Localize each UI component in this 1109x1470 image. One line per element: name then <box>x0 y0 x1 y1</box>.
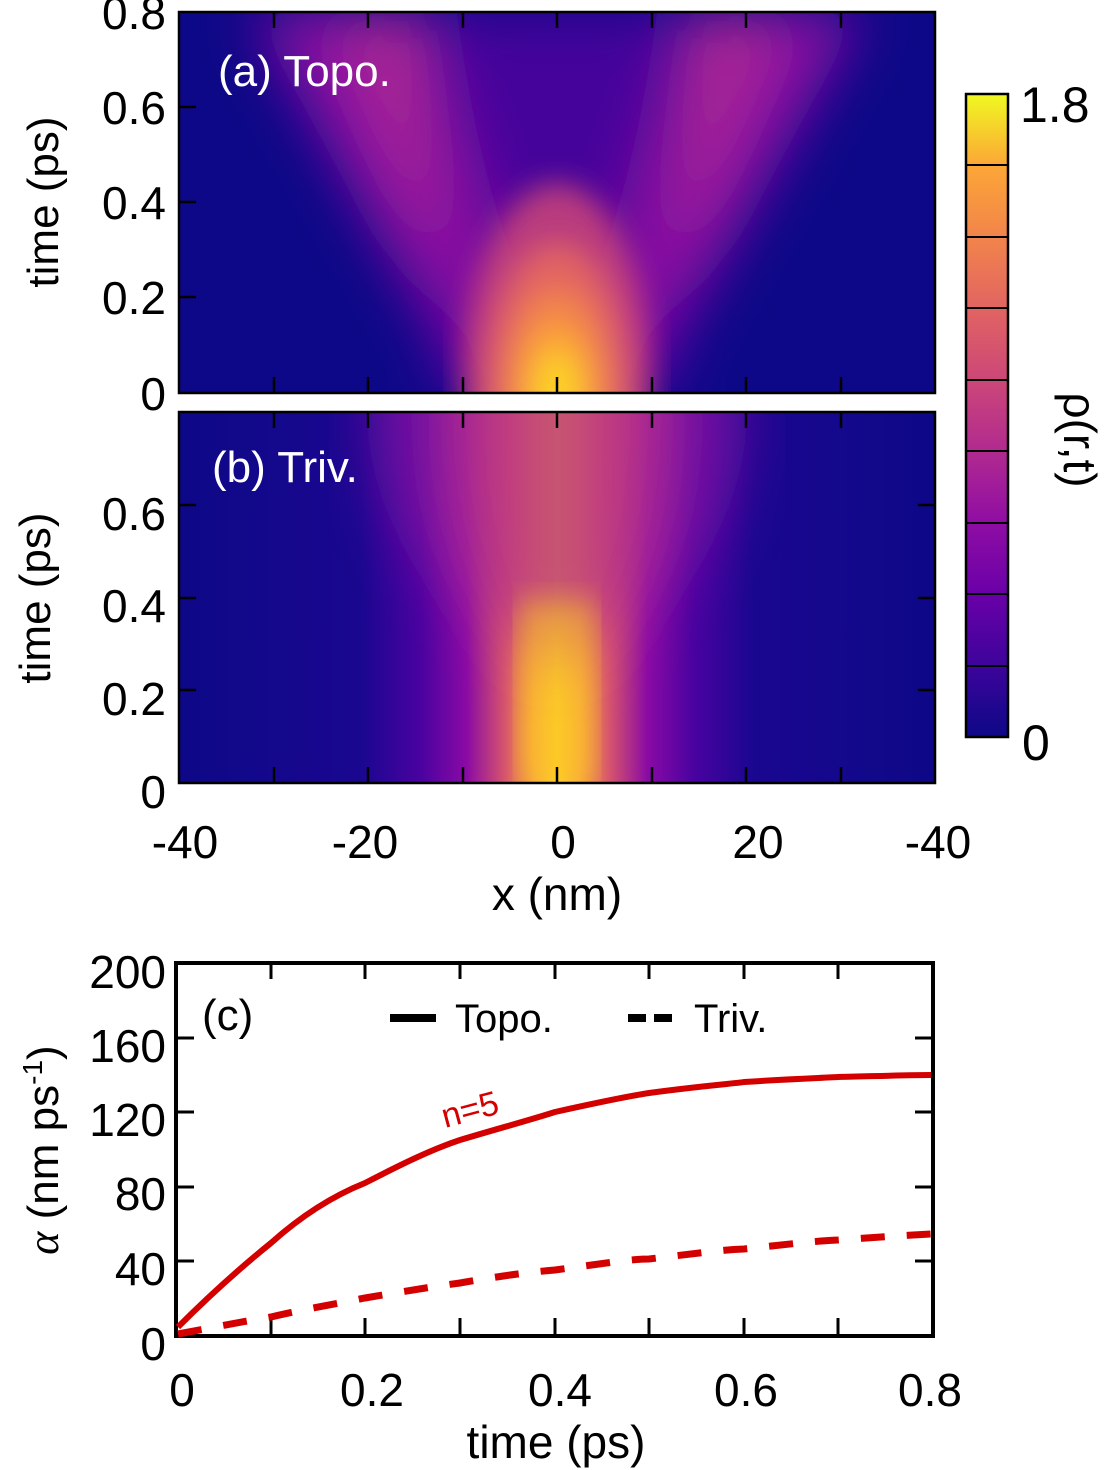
ytick-label: 0.6 <box>102 82 166 134</box>
ytick-label: 80 <box>115 1168 166 1220</box>
panel-b-ylabel: time (ps) <box>11 512 60 683</box>
ylabel-close: ) <box>19 1045 68 1060</box>
ytick-label: 0 <box>140 766 166 818</box>
ytick-label: 0.2 <box>102 673 166 725</box>
ylabel-superscript: -1 <box>17 1060 48 1085</box>
panel-a-yticklabels: 0 0.2 0.4 0.6 0.8 <box>102 0 166 420</box>
ytick-label: 200 <box>89 946 166 998</box>
panel-a-ticks <box>179 12 843 393</box>
xtick-label: 0 <box>550 816 576 868</box>
panel-b-xlabel: x (nm) <box>492 868 622 920</box>
ytick-label: 0.4 <box>102 580 166 632</box>
xtick-label: -40 <box>152 816 218 868</box>
panel-c-xlabel: time (ps) <box>467 1416 646 1468</box>
xtick-label: 20 <box>732 816 783 868</box>
panel-c-ticks <box>176 963 933 1336</box>
ytick-label: 120 <box>89 1094 166 1146</box>
panel-a-ylabel: time (ps) <box>19 116 68 287</box>
colorbar-dividers <box>966 164 1008 667</box>
colorbar: 1.8 0 ρ(r,t) <box>964 77 1106 771</box>
triv-curve <box>177 1230 932 1338</box>
colorbar-max-label: 1.8 <box>1020 77 1090 133</box>
ytick-label: 0.8 <box>102 0 166 39</box>
colorbar-min-label: 0 <box>1022 715 1050 771</box>
legend: Topo. Triv. <box>390 997 767 1041</box>
ytick-label: 0 <box>140 368 166 420</box>
topo-curve <box>175 1072 932 1330</box>
panel-a-label: (a) Topo. <box>218 47 391 96</box>
ytick-label: 0.2 <box>102 272 166 324</box>
ylabel-unit: (nm ps <box>19 1085 68 1232</box>
panel-b-heatmap <box>179 412 935 783</box>
xtick-label: 0.8 <box>898 1364 962 1416</box>
ytick-label: 160 <box>89 1020 166 1072</box>
xtick-label: -20 <box>332 816 398 868</box>
legend-topo-label: Topo. <box>455 997 553 1041</box>
panel-b-yticklabels: 0 0.2 0.4 0.6 <box>102 488 166 818</box>
legend-triv-label: Triv. <box>694 997 767 1041</box>
xtick-label: -40 <box>905 816 971 868</box>
ytick-label: 0 <box>140 1318 166 1370</box>
alpha-symbol: α <box>19 1231 68 1255</box>
panel-b-xticklabels: -40 -20 0 20 -40 <box>152 816 971 868</box>
colorbar-gradient <box>964 92 1010 739</box>
panel-b-ticks <box>179 412 935 783</box>
ytick-label: 40 <box>115 1243 166 1295</box>
panel-c-yticklabels: 0 40 80 120 160 200 <box>89 946 166 1370</box>
xtick-label: 0.4 <box>528 1364 592 1416</box>
panel-c-xticklabels: 0 0.2 0.4 0.6 0.8 <box>169 1364 962 1416</box>
panel-c-label: (c) <box>202 991 253 1040</box>
xtick-label: 0 <box>169 1364 195 1416</box>
panel-c: (c) n=5 Topo. Triv. 0 40 80 120 160 200 … <box>17 946 962 1468</box>
panel-c-ylabel: α (nm ps-1) <box>17 1045 68 1254</box>
panel-c-frame <box>174 961 935 1338</box>
ytick-label: 0.6 <box>102 488 166 540</box>
ytick-label: 0.4 <box>102 177 166 229</box>
panel-a-heatmap <box>179 12 935 393</box>
panel-b-label: (b) Triv. <box>212 443 358 492</box>
xtick-label: 0.6 <box>714 1364 778 1416</box>
colorbar-label: ρ(r,t) <box>1054 392 1106 487</box>
xtick-label: 0.2 <box>340 1364 404 1416</box>
